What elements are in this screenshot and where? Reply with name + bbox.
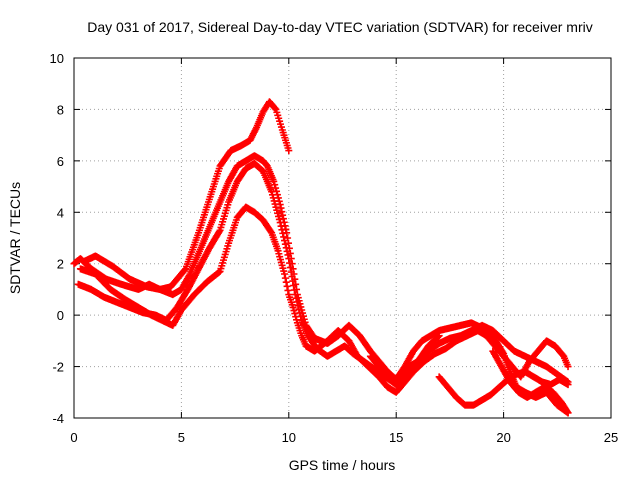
data-point-marker: [282, 278, 290, 286]
data-point-marker: [285, 147, 293, 155]
x-tick-label: 20: [496, 430, 510, 445]
x-tick-label: 5: [178, 430, 185, 445]
data-point-marker: [290, 282, 298, 290]
plot-frame: [73, 57, 612, 419]
data-point-marker: [267, 228, 275, 236]
data-point-marker: [284, 286, 292, 294]
y-axis-label: SDTVAR / TECUs: [7, 182, 23, 294]
grid-lines: [74, 58, 611, 418]
data-point-marker: [278, 208, 286, 216]
x-axis-label: GPS time / hours: [289, 457, 396, 473]
data-point-marker: [283, 282, 291, 290]
data-point-marker: [286, 264, 294, 272]
data-point-marker: [297, 313, 305, 321]
axis-ticks: 0 5 10 15 20 25 -4 -2 0 2 4 6 8 10: [50, 51, 619, 445]
data-point-marker: [281, 274, 289, 282]
data-point-marker: [290, 286, 298, 294]
x-tick-label: 0: [70, 430, 77, 445]
data-point-marker: [294, 302, 302, 310]
y-tick-label: 0: [57, 308, 64, 323]
data-point-marker: [277, 204, 285, 212]
series-7: [474, 327, 572, 381]
data-point-marker: [564, 363, 572, 371]
data-point-marker: [296, 309, 304, 317]
data-point-marker: [564, 381, 572, 389]
data-point-marker: [281, 270, 289, 278]
data-point-marker: [276, 219, 284, 227]
data-point-marker: [287, 268, 295, 276]
data-point-marker: [270, 177, 278, 185]
chart-title: Day 031 of 2017, Sidereal Day-to-day VTE…: [87, 19, 592, 35]
x-tick-label: 15: [389, 430, 403, 445]
data-point-marker: [281, 237, 289, 245]
data-point-marker: [291, 291, 299, 299]
data-point-marker: [282, 244, 290, 252]
y-tick-label: -4: [52, 411, 64, 426]
data-point-marker: [564, 409, 572, 417]
data-point-marker: [283, 247, 291, 255]
data-point-marker: [279, 211, 287, 219]
data-point-marker: [215, 228, 223, 236]
data-point-marker: [284, 251, 292, 259]
data-point-marker: [285, 255, 293, 263]
data-point-marker: [271, 104, 279, 112]
data-point-marker: [563, 408, 571, 416]
data-point-marker: [292, 294, 300, 302]
series-8: [489, 347, 572, 417]
series-3: [76, 203, 482, 396]
data-point-marker: [288, 273, 296, 281]
y-tick-label: -2: [52, 360, 64, 375]
y-tick-label: 4: [57, 205, 64, 220]
data-point-marker: [289, 277, 297, 285]
data-point-marker: [280, 233, 288, 241]
data-point-marker: [281, 240, 289, 248]
data-point-marker: [295, 305, 303, 313]
data-point-marker: [277, 222, 285, 230]
data-point-marker: [279, 229, 287, 237]
data-point-marker: [278, 226, 286, 234]
data-point-marker: [286, 259, 294, 267]
data-point-marker: [293, 298, 301, 306]
data-point-marker: [271, 181, 279, 189]
y-tick-label: 8: [57, 102, 64, 117]
x-tick-label: 25: [604, 430, 618, 445]
y-tick-label: 2: [57, 257, 64, 272]
y-tick-label: 10: [50, 51, 64, 66]
y-tick-label: 6: [57, 154, 64, 169]
data-points: [70, 98, 572, 417]
x-tick-label: 10: [282, 430, 296, 445]
series-2: [81, 152, 443, 383]
